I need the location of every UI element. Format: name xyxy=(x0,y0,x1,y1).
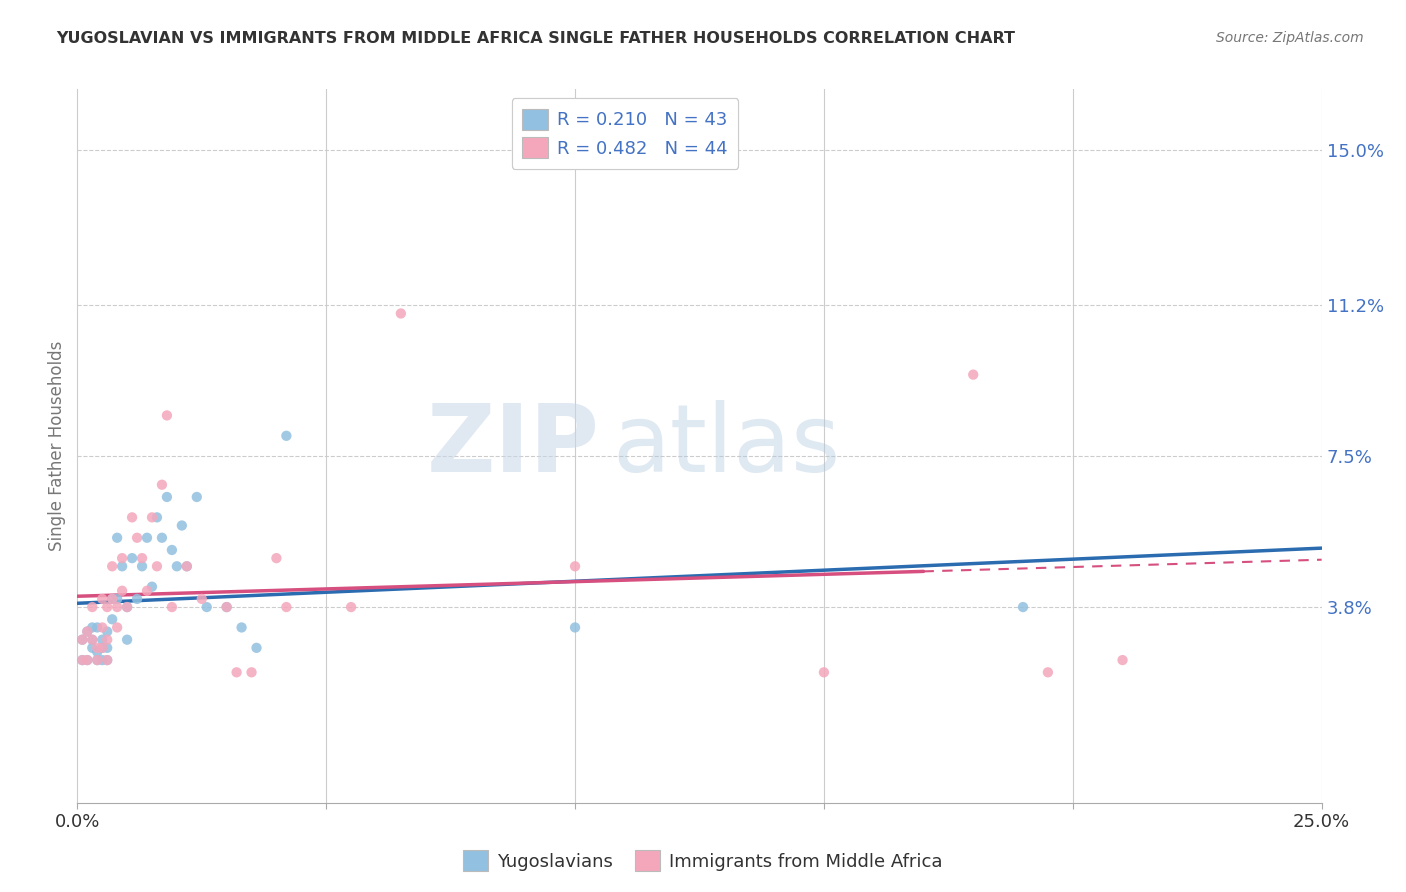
Point xyxy=(91,640,114,655)
Point xyxy=(340,600,363,615)
Point xyxy=(72,653,94,667)
Point xyxy=(101,591,124,606)
Point xyxy=(156,490,179,504)
Y-axis label: Single Father Households: Single Father Households xyxy=(48,341,66,551)
Legend: R = 0.210   N = 43, R = 0.482   N = 44: R = 0.210 N = 43, R = 0.482 N = 44 xyxy=(512,98,738,169)
Point xyxy=(86,653,108,667)
Point xyxy=(105,620,128,634)
Point xyxy=(111,551,134,566)
Point xyxy=(111,559,134,574)
Point xyxy=(121,551,143,566)
Text: atlas: atlas xyxy=(613,400,841,492)
Point xyxy=(91,653,114,667)
Point xyxy=(72,632,94,647)
Point xyxy=(276,429,298,443)
Point xyxy=(195,600,218,615)
Point xyxy=(86,653,108,667)
Point xyxy=(141,510,163,524)
Point xyxy=(82,632,104,647)
Point xyxy=(1036,665,1059,680)
Point xyxy=(276,600,298,615)
Point xyxy=(91,640,114,655)
Point xyxy=(389,306,412,320)
Point xyxy=(76,624,98,639)
Point xyxy=(115,632,138,647)
Point xyxy=(186,490,208,504)
Point xyxy=(96,653,118,667)
Text: YUGOSLAVIAN VS IMMIGRANTS FROM MIDDLE AFRICA SINGLE FATHER HOUSEHOLDS CORRELATIO: YUGOSLAVIAN VS IMMIGRANTS FROM MIDDLE AF… xyxy=(56,31,1015,46)
Point xyxy=(231,620,253,634)
Point xyxy=(176,559,198,574)
Point xyxy=(96,640,118,655)
Point xyxy=(86,645,108,659)
Point xyxy=(141,580,163,594)
Legend: Yugoslavians, Immigrants from Middle Africa: Yugoslavians, Immigrants from Middle Afr… xyxy=(456,843,950,879)
Point xyxy=(156,409,179,423)
Point xyxy=(101,559,124,574)
Point xyxy=(76,653,98,667)
Point xyxy=(150,477,173,491)
Point xyxy=(105,591,128,606)
Point xyxy=(170,518,193,533)
Point xyxy=(225,665,247,680)
Point xyxy=(215,600,238,615)
Point xyxy=(176,559,198,574)
Point xyxy=(962,368,984,382)
Point xyxy=(115,600,138,615)
Point xyxy=(82,640,104,655)
Point xyxy=(101,612,124,626)
Text: ZIP: ZIP xyxy=(427,400,600,492)
Point xyxy=(245,640,267,655)
Point xyxy=(150,531,173,545)
Point xyxy=(91,632,114,647)
Point xyxy=(160,543,183,558)
Point xyxy=(564,559,586,574)
Point xyxy=(96,600,118,615)
Point xyxy=(72,632,94,647)
Point xyxy=(125,531,148,545)
Point xyxy=(82,600,104,615)
Point xyxy=(76,624,98,639)
Point xyxy=(96,624,118,639)
Text: Source: ZipAtlas.com: Source: ZipAtlas.com xyxy=(1216,31,1364,45)
Point xyxy=(131,559,153,574)
Point xyxy=(136,583,159,598)
Point xyxy=(125,591,148,606)
Point xyxy=(91,620,114,634)
Point xyxy=(240,665,263,680)
Point xyxy=(105,600,128,615)
Point xyxy=(215,600,238,615)
Point xyxy=(82,620,104,634)
Point xyxy=(146,559,169,574)
Point xyxy=(564,620,586,634)
Point xyxy=(266,551,288,566)
Point xyxy=(166,559,188,574)
Point xyxy=(101,591,124,606)
Point xyxy=(105,531,128,545)
Point xyxy=(136,531,159,545)
Point xyxy=(115,600,138,615)
Point xyxy=(86,620,108,634)
Point xyxy=(160,600,183,615)
Point xyxy=(1012,600,1035,615)
Point xyxy=(146,510,169,524)
Point xyxy=(72,653,94,667)
Point xyxy=(86,640,108,655)
Point xyxy=(96,632,118,647)
Point xyxy=(91,591,114,606)
Point xyxy=(131,551,153,566)
Point xyxy=(1111,653,1133,667)
Point xyxy=(813,665,835,680)
Point xyxy=(121,510,143,524)
Point xyxy=(96,653,118,667)
Point xyxy=(76,653,98,667)
Point xyxy=(191,591,214,606)
Point xyxy=(82,632,104,647)
Point xyxy=(111,583,134,598)
